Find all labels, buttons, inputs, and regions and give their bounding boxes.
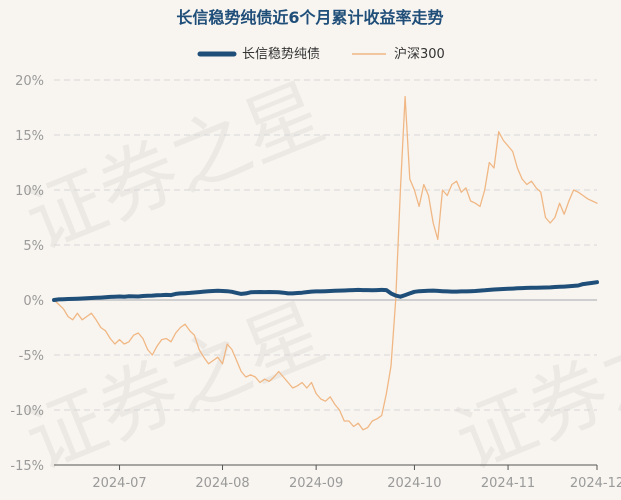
series-line-index bbox=[53, 95, 598, 431]
watermark: 证券之星证券之星证券之星 bbox=[13, 67, 621, 487]
y-tick-label: 10% bbox=[15, 184, 44, 199]
x-axis-ticks: 2024-07 2024-08 2024-09 2024-10 2024-11 2024-… bbox=[54, 464, 621, 491]
grid-lines bbox=[54, 79, 597, 466]
chart-title: 长信稳势纯债近6个月累计收益率走势 bbox=[176, 8, 443, 27]
legend-label-index: 沪深300 bbox=[394, 46, 445, 62]
x-tick-label: 2024-12 bbox=[570, 476, 621, 491]
series-line-fund bbox=[52, 280, 599, 302]
x-tick-label: 2024-09 bbox=[289, 476, 343, 491]
y-tick-label: 15% bbox=[15, 129, 44, 144]
x-tick-label: 2024-11 bbox=[481, 476, 535, 491]
series-layer bbox=[52, 95, 599, 431]
x-tick-label: 2024-10 bbox=[387, 476, 441, 491]
watermark-text-0: 证券之星 bbox=[13, 67, 336, 267]
y-tick-label: 5% bbox=[23, 239, 44, 254]
x-tick-label: 2024-08 bbox=[195, 476, 249, 491]
y-tick-label: -10% bbox=[10, 404, 44, 419]
legend: 长信稳势纯债 沪深300 bbox=[197, 46, 445, 62]
x-tick-label: 2024-07 bbox=[92, 476, 146, 491]
y-tick-label: -15% bbox=[10, 459, 44, 474]
y-axis-ticks: 20% 15% 10% 5% 0% -5% -10% -15% bbox=[10, 74, 44, 474]
y-tick-label: 0% bbox=[23, 294, 44, 309]
legend-label-fund: 长信稳势纯债 bbox=[242, 46, 320, 62]
watermark-text-2: 证券之星 bbox=[443, 287, 621, 487]
y-tick-label: -5% bbox=[19, 349, 44, 364]
watermark-text-1: 证券之星 bbox=[13, 287, 336, 487]
y-tick-label: 20% bbox=[15, 74, 44, 89]
